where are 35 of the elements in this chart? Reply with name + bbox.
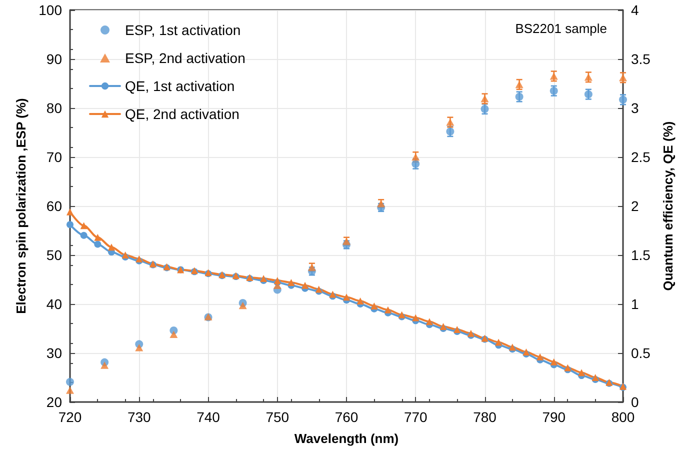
x-tick-label: 750	[266, 409, 290, 425]
legend-label: QE, 1st activation	[125, 78, 235, 94]
annotation: BS2201 sample	[515, 21, 607, 36]
y-tick-label: 90	[46, 51, 62, 67]
y-tick-label: 80	[46, 100, 62, 116]
y-tick-label: 40	[46, 296, 62, 312]
y2-tick-label: 0	[631, 394, 639, 410]
y2-axis-title: Quantum efficiency, QE (%)	[660, 121, 676, 291]
x-tick-label: 800	[611, 409, 635, 425]
y2-tick-label: 2	[631, 198, 639, 214]
legend-label: ESP, 1st activation	[125, 22, 241, 38]
x-tick-label: 740	[196, 409, 220, 425]
y-tick-label: 100	[38, 2, 62, 18]
y-tick-label: 70	[46, 149, 62, 165]
legend-label: ESP, 2nd activation	[125, 50, 246, 66]
y-tick-label: 50	[46, 247, 62, 263]
x-tick-label: 790	[542, 409, 566, 425]
x-tick-label: 760	[334, 409, 358, 425]
y2-tick-label: 1.5	[631, 247, 651, 263]
y-tick-label: 60	[46, 198, 62, 214]
y-tick-label: 30	[46, 345, 62, 361]
x-tick-label: 720	[58, 409, 82, 425]
x-axis-title: Wavelength (nm)	[294, 431, 399, 446]
y-tick-label: 20	[46, 394, 62, 410]
x-tick-label: 730	[127, 409, 152, 425]
y2-tick-label: 2.5	[631, 149, 651, 165]
x-tick-label: 780	[473, 409, 497, 425]
y2-tick-label: 3.5	[631, 51, 651, 67]
x-tick-label: 770	[404, 409, 428, 425]
y-axis-title: Electron spin polarization ,ESP (%)	[14, 98, 29, 314]
y2-tick-label: 0.5	[631, 345, 651, 361]
legend-label: QE, 2nd activation	[125, 106, 240, 122]
y2-tick-label: 4	[631, 2, 639, 18]
y2-tick-label: 1	[631, 296, 639, 312]
y2-tick-label: 3	[631, 100, 639, 116]
